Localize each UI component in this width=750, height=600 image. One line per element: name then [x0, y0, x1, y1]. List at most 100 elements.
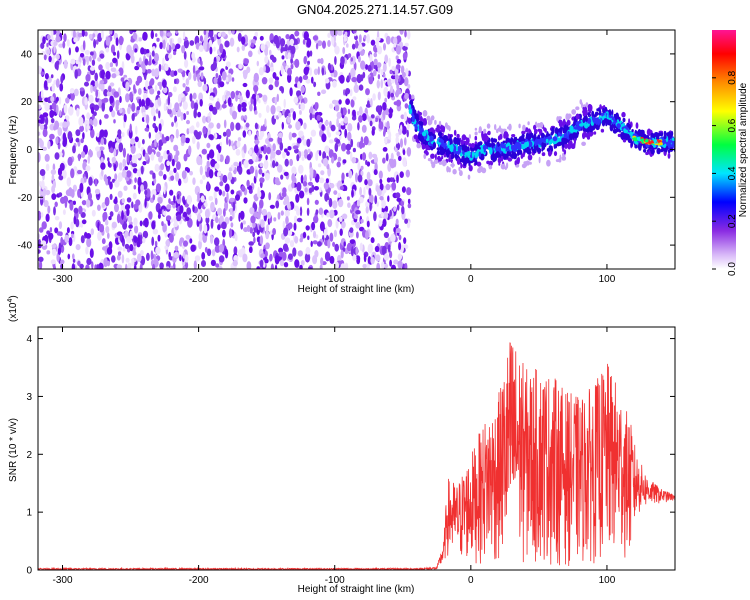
noise-dot: [88, 176, 93, 186]
noise-dot: [370, 114, 375, 119]
ridge-dot: [510, 144, 514, 150]
ridge-dot: [522, 152, 525, 158]
noise-dot: [162, 39, 166, 50]
noise-dot: [144, 189, 148, 196]
noise-dot: [336, 111, 342, 119]
ridge-dot: [573, 138, 577, 145]
noise-dot: [259, 35, 264, 41]
noise-dot: [186, 86, 190, 93]
noise-dot: [274, 79, 279, 88]
noise-dot: [253, 212, 259, 218]
noise-dot: [89, 118, 93, 125]
noise-dot: [217, 207, 223, 216]
noise-dot: [201, 252, 206, 260]
noise-dot: [214, 163, 220, 170]
noise-dot: [204, 246, 208, 253]
noise-dot: [173, 144, 179, 152]
noise-dot: [214, 186, 220, 192]
noise-dot: [381, 199, 386, 209]
noise-dot: [182, 211, 188, 218]
noise-dot: [393, 259, 399, 265]
noise-dot: [239, 210, 245, 220]
noise-dot: [55, 96, 59, 102]
ridge-dot: [510, 154, 515, 159]
ridge-dot: [463, 159, 467, 167]
noise-dot: [206, 160, 210, 168]
noise-dot: [351, 156, 357, 164]
ridge-dot: [485, 135, 488, 142]
noise-dot: [385, 88, 388, 97]
ridge-dot: [521, 144, 525, 150]
noise-dot: [378, 107, 382, 116]
noise-dot: [153, 52, 159, 63]
noise-dot: [318, 150, 322, 157]
noise-dot: [175, 128, 179, 139]
ridge-dot: [537, 134, 541, 139]
noise-dot: [180, 113, 184, 121]
ridge-dot: [540, 132, 545, 139]
noise-dot: [115, 99, 120, 107]
ridge-dot: [438, 138, 442, 143]
noise-dot: [298, 76, 303, 84]
noise-dot: [113, 51, 116, 56]
noise-dot: [402, 52, 408, 60]
noise-dot: [196, 141, 200, 150]
noise-dot: [390, 79, 395, 84]
noise-dot: [98, 223, 105, 233]
noise-dot: [405, 169, 410, 178]
noise-dot: [158, 144, 162, 151]
noise-dot: [166, 260, 171, 269]
noise-dot: [367, 100, 370, 108]
ridge-dot: [497, 127, 502, 132]
noise-dot: [124, 166, 129, 171]
noise-dot: [66, 39, 70, 47]
noise-dot: [389, 209, 392, 217]
noise-dot: [130, 38, 135, 43]
noise-dot: [129, 49, 134, 57]
noise-dot: [404, 218, 408, 224]
ridge-dot: [412, 106, 415, 113]
noise-dot: [126, 236, 132, 244]
ridge-dot: [557, 141, 562, 146]
noise-dot: [283, 227, 289, 237]
noise-dot: [404, 30, 407, 38]
noise-dot: [104, 129, 108, 138]
noise-dot: [378, 219, 383, 227]
noise-dot: [299, 264, 303, 269]
noise-dot: [38, 152, 41, 162]
noise-dot: [172, 86, 177, 93]
noise-dot: [327, 239, 331, 249]
noise-dot: [293, 222, 297, 231]
ridge-dot: [462, 136, 468, 140]
noise-dot: [49, 227, 53, 233]
noise-dot: [177, 68, 183, 73]
y-tick-label: 1: [26, 508, 32, 519]
ridge-dot: [476, 146, 481, 150]
noise-dot: [86, 112, 90, 120]
noise-dot: [404, 262, 408, 269]
noise-dot: [130, 54, 135, 64]
ridge-dot: [663, 130, 667, 136]
noise-dot: [327, 132, 332, 138]
noise-dot: [330, 30, 336, 37]
noise-dot: [171, 121, 174, 127]
ridge-dot: [547, 135, 553, 140]
noise-dot: [60, 75, 64, 84]
noise-dot: [185, 78, 190, 86]
noise-dot: [103, 97, 109, 103]
noise-dot: [218, 189, 222, 196]
ridge-dot: [433, 159, 439, 164]
noise-dot: [264, 118, 267, 127]
noise-dot: [235, 194, 240, 201]
ridge-dot: [637, 129, 642, 136]
noise-dot: [139, 234, 143, 245]
ridge-dot: [596, 108, 599, 112]
ridge-dot: [422, 131, 427, 137]
ridge-dot: [543, 127, 547, 132]
noise-dot: [208, 195, 214, 201]
noise-dot: [265, 242, 270, 250]
ridge-dot: [660, 148, 664, 153]
colorbar-tick-label: 0.2: [727, 214, 738, 228]
noise-dot: [254, 31, 259, 37]
ridge-dot: [557, 119, 563, 124]
